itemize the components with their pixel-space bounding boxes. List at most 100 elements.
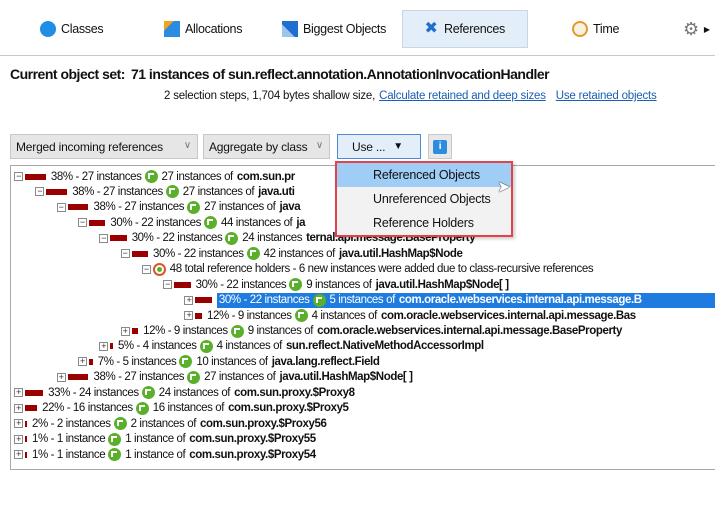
expand-icon[interactable]: +: [14, 434, 23, 444]
calculate-retained-link[interactable]: Calculate retained and deep sizes: [379, 90, 546, 102]
tree-row[interactable]: − 38% - 27 instances 27 instances of java: [56, 200, 301, 215]
percentage-bar: [110, 235, 127, 242]
collapse-icon[interactable]: −: [77, 218, 87, 228]
tree-row[interactable]: +12% - 9 instances 4 instances of com.orac…: [184, 308, 636, 323]
tree-row[interactable]: +22% - 16 instances 16 instances of com.su…: [14, 401, 349, 416]
percentage-label: 1% - 1 instance: [32, 433, 106, 446]
percentage-bar: [88, 219, 106, 226]
tree-row[interactable]: +1% - 1 instance 1 instance of com.sun.pro…: [14, 447, 316, 462]
expand-icon[interactable]: +: [56, 372, 66, 382]
tree-row[interactable]: +7% - 5 instances 10 instances of java.lan…: [77, 354, 380, 369]
instance-count: 24 instances of: [158, 386, 231, 399]
row-content: 30% - 22 instances 44 instances of ja: [110, 216, 306, 230]
tree-row[interactable]: − 38% - 27 instances 27 instances of com.su…: [14, 169, 295, 184]
tree-row[interactable]: +30% - 22 instances 5 instances of com.ora…: [184, 292, 715, 308]
collapse-icon[interactable]: −: [35, 187, 45, 197]
use-retained-link[interactable]: Use retained objects: [555, 90, 657, 102]
tab-biggest-objects[interactable]: Biggest Objects: [282, 10, 386, 48]
tree-row[interactable]: − 30% - 22 instances 42 instances of java.u…: [120, 246, 463, 261]
tab-classes[interactable]: Classes: [40, 10, 104, 48]
expand-icon[interactable]: +: [14, 403, 23, 413]
reference-icon: [144, 170, 158, 183]
instance-count: 27 instances of: [204, 371, 276, 384]
collapse-icon[interactable]: −: [14, 172, 23, 181]
row-content: 38% - 27 instances 27 instances of com.sun…: [51, 170, 295, 183]
tree-row[interactable]: − 30% - 22 instances 44 instances of ja: [77, 215, 306, 230]
percentage-bar: [195, 297, 212, 304]
instance-count: 10 instances of: [196, 355, 268, 368]
class-name: com.sun.pr: [236, 170, 295, 183]
reference-icon: [187, 200, 201, 214]
percentage-label: 12% - 9 instances: [143, 325, 228, 337]
menu-item-referenced-objects[interactable]: Referenced Objects: [337, 163, 511, 187]
class-name: com.oracle.webservices.internal.api.mess…: [317, 325, 622, 337]
use-dropdown-menu: Referenced Objects Unreferenced Objects …: [335, 161, 513, 237]
row-content: 38% - 27 instances 27 instances of java.ut…: [72, 185, 295, 199]
expand-icon[interactable]: +: [14, 388, 23, 398]
use-button[interactable]: Use ... ▼: [337, 134, 421, 159]
reference-icon: [113, 417, 127, 431]
tree-row[interactable]: +38% - 27 instances 27 instances of java.u…: [56, 370, 413, 385]
gear-icon: ⚙: [683, 18, 699, 39]
tree-row[interactable]: +12% - 9 instances 9 instances of com.orac…: [120, 324, 622, 339]
row-content: 5% - 4 instances 4 instances of sun.reflec…: [118, 339, 484, 353]
class-name: com.sun.proxy.$Proxy55: [189, 433, 316, 446]
percentage-label: 30% - 22 instances: [218, 294, 310, 307]
expand-icon[interactable]: +: [184, 311, 194, 321]
view-tabs: Classes Allocations Biggest Objects ✖ Ref…: [0, 0, 715, 56]
menu-item-reference-holders[interactable]: Reference Holders: [373, 216, 474, 230]
percentage-label: 22% - 16 instances: [42, 402, 133, 415]
expand-icon[interactable]: +: [120, 326, 130, 336]
page-title: Current object set: 71 instances of sun.r…: [10, 66, 550, 82]
info-button[interactable]: i: [428, 134, 452, 159]
reference-icon: [165, 185, 179, 199]
instance-count: 2 instances of: [130, 417, 197, 430]
holder-text: 48 total reference holders - 6 new insta…: [169, 263, 594, 276]
collapse-icon[interactable]: −: [141, 264, 151, 274]
reference-icon: [141, 386, 155, 400]
percentage-label: 33% - 24 instances: [48, 386, 139, 399]
collapse-icon[interactable]: −: [163, 280, 173, 290]
expand-icon[interactable]: +: [77, 357, 87, 367]
class-name: ja: [296, 216, 306, 229]
tree-row[interactable]: +5% - 4 instances 4 instances of sun.refle…: [99, 339, 484, 354]
expand-icon[interactable]: +: [14, 450, 23, 460]
expand-icon[interactable]: +: [99, 341, 109, 351]
reference-icon: [294, 309, 308, 323]
tree-row[interactable]: − 30% - 22 instances 9 instances of java.ut…: [163, 277, 509, 292]
view-mode-select[interactable]: Merged incoming references ∨: [10, 134, 198, 159]
instance-count: 4 instances of: [216, 340, 283, 353]
tree-row[interactable]: +1% - 1 instance 1 instance of com.sun.pro…: [14, 432, 316, 447]
expand-icon[interactable]: +: [14, 419, 23, 429]
reference-icon: [230, 324, 244, 338]
tab-allocations[interactable]: Allocations: [164, 10, 242, 48]
percentage-bar: [25, 389, 44, 396]
collapse-icon[interactable]: −: [56, 202, 66, 212]
expand-icon[interactable]: +: [184, 295, 194, 305]
collapse-icon[interactable]: −: [120, 249, 130, 259]
tree-row[interactable]: +2% - 2 instances 2 instances of com.sun.p…: [14, 416, 327, 431]
row-content: 1% - 1 instance 1 instance of com.sun.prox…: [32, 432, 316, 446]
tab-references[interactable]: ✖ References: [402, 10, 528, 48]
tree-row[interactable]: +33% - 24 instances 24 instances of com.su…: [14, 385, 355, 400]
reference-icon: [108, 448, 122, 462]
object-set-info: 2 selection steps, 1,704 bytes shallow s…: [164, 90, 657, 102]
references-icon: ✖: [424, 20, 438, 37]
mouse-cursor-icon: ➤: [497, 179, 511, 196]
row-content: 7% - 5 instances 10 instances of java.lang…: [97, 355, 380, 369]
row-content: 30% - 22 instances 9 instances of java.uti…: [196, 278, 509, 292]
allocations-icon: [164, 21, 180, 37]
tree-row[interactable]: − 48 total reference holders - 6 new inst…: [141, 262, 594, 277]
percentage-bar: [25, 436, 27, 443]
tab-time[interactable]: Time: [572, 10, 619, 48]
percentage-label: 7% - 5 instances: [97, 355, 177, 368]
reference-tree[interactable]: −38% - 27 instances 27 instances of com.su…: [10, 165, 715, 470]
percentage-bar: [110, 343, 113, 350]
instance-count: 24 instances: [242, 232, 303, 245]
collapse-icon[interactable]: −: [99, 233, 109, 243]
percentage-bar: [25, 420, 27, 427]
tree-row[interactable]: − 38% - 27 instances 27 instances of java.u…: [35, 184, 295, 199]
menu-item-unreferenced-objects[interactable]: Unreferenced Objects: [373, 192, 491, 206]
settings-button[interactable]: ⚙ ▶: [683, 10, 710, 48]
aggregation-select[interactable]: Aggregate by class ∨: [203, 134, 330, 159]
